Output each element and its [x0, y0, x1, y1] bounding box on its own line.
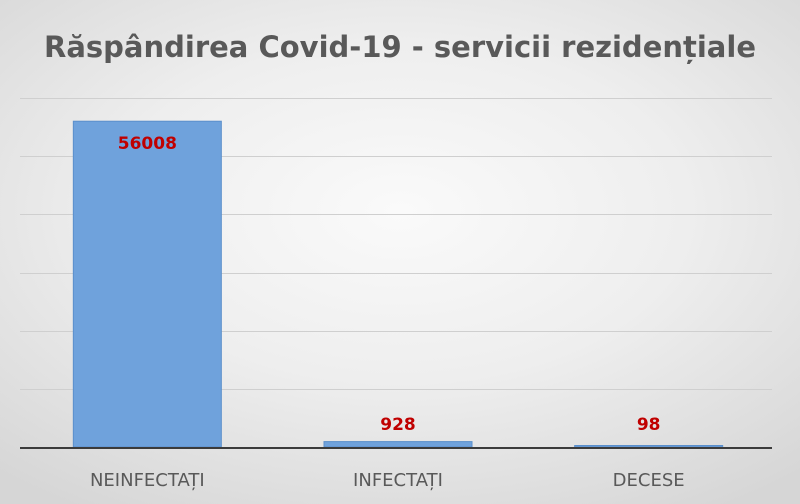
bar — [574, 445, 724, 448]
x-tick-label: DECESE — [613, 470, 685, 491]
data-label: 928 — [380, 415, 416, 435]
chart-title: Răspândirea Covid-19 - servicii rezidenț… — [44, 30, 756, 64]
bar — [323, 441, 473, 448]
x-tick-label: NEINFECTAȚI — [90, 470, 205, 491]
data-label: 56008 — [118, 134, 177, 154]
bar — [72, 120, 222, 448]
x-tick-label: INFECTAȚI — [353, 470, 443, 491]
data-label: 98 — [637, 415, 661, 435]
